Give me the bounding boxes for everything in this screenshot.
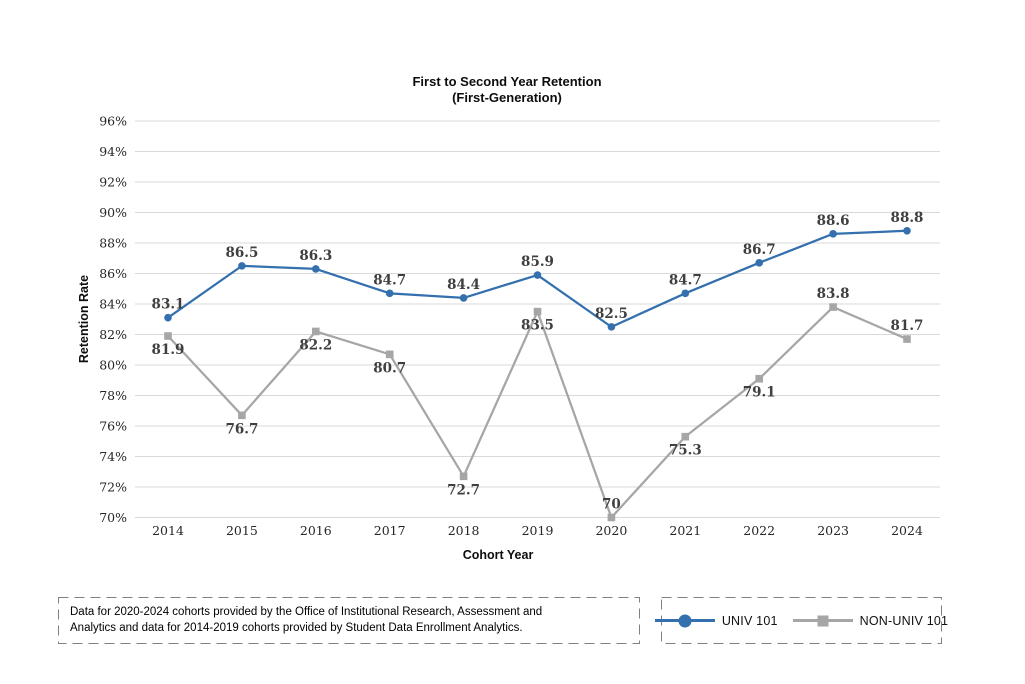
chart-title-line1: First to Second Year Retention xyxy=(412,74,602,89)
data-point-non-univ-101 xyxy=(385,350,394,359)
data-point-non-univ-101 xyxy=(312,327,320,336)
x-tick-label: 2021 xyxy=(669,523,701,538)
x-tick-label: 2022 xyxy=(743,523,775,538)
x-tick-label: 2018 xyxy=(448,523,480,538)
data-label-univ-101: 84.7 xyxy=(669,272,702,288)
data-point-univ-101 xyxy=(312,265,320,273)
data-label-univ-101: 83.1 xyxy=(152,297,185,313)
legend-label-univ-101: UNIV 101 xyxy=(721,613,778,628)
y-tick-label: 88% xyxy=(99,236,127,251)
data-label-univ-101: 88.6 xyxy=(817,213,850,229)
data-point-non-univ-101 xyxy=(459,472,468,481)
data-label-univ-101: 84.7 xyxy=(373,272,406,288)
legend-box: UNIV 101 NON-UNIV 101 xyxy=(654,597,948,644)
data-point-non-univ-101 xyxy=(238,411,246,420)
footnote-line1: Data for 2020-2024 cohorts provided by t… xyxy=(70,606,543,618)
data-point-univ-101 xyxy=(164,313,172,322)
chart-title: First to Second Year Retention (First-Ge… xyxy=(412,74,601,106)
data-label-univ-101: 85.9 xyxy=(521,254,554,270)
x-tick-label: 2020 xyxy=(595,523,627,538)
y-tick-label: 82% xyxy=(99,327,127,342)
x-tick-label: 2017 xyxy=(374,523,406,538)
legend-item-non-univ-101: NON-UNIV 101 xyxy=(792,613,949,628)
legend-square-marker-icon xyxy=(817,615,829,626)
y-tick-label: 96% xyxy=(99,114,127,129)
data-point-non-univ-101 xyxy=(607,513,616,522)
legend-line-sample-univ-101 xyxy=(654,614,715,627)
x-tick-label: 2024 xyxy=(891,523,923,538)
x-axis-title: Cohort Year xyxy=(462,548,534,562)
data-label-univ-101: 88.8 xyxy=(891,210,924,226)
data-label-non-univ-101: 81.9 xyxy=(152,342,185,358)
y-tick-label: 94% xyxy=(99,144,127,159)
y-tick-label: 92% xyxy=(99,175,127,190)
legend-circle-marker-icon xyxy=(678,614,692,627)
data-point-non-univ-101 xyxy=(755,374,763,383)
y-tick-label: 72% xyxy=(99,480,127,495)
data-label-univ-101: 86.5 xyxy=(225,245,258,261)
data-point-non-univ-101 xyxy=(681,432,690,441)
data-point-univ-101 xyxy=(238,262,246,270)
data-point-non-univ-101 xyxy=(903,335,911,343)
data-label-univ-101: 82.5 xyxy=(595,306,628,322)
y-axis-title: Retention Rate xyxy=(77,274,91,364)
data-point-univ-101 xyxy=(385,289,394,298)
data-label-univ-101: 84.4 xyxy=(447,277,480,293)
y-tick-label: 90% xyxy=(99,205,127,220)
legend: UNIV 101 NON-UNIV 101 xyxy=(654,597,948,644)
x-tick-label: 2019 xyxy=(522,523,554,538)
data-point-univ-101 xyxy=(533,271,542,279)
data-label-univ-101: 86.7 xyxy=(743,242,776,258)
data-point-non-univ-101 xyxy=(533,307,542,316)
data-label-univ-101: 86.3 xyxy=(299,248,332,264)
footnote-box: Data for 2020-2024 cohorts provided by t… xyxy=(58,597,640,644)
y-tick-label: 80% xyxy=(99,358,127,373)
legend-item-univ-101: UNIV 101 xyxy=(654,613,778,628)
data-label-non-univ-101: 81.7 xyxy=(891,318,924,334)
y-tick-label: 78% xyxy=(99,388,127,403)
chart-title-line2: (First-Generation) xyxy=(452,90,562,105)
series-line-non-univ-101 xyxy=(167,305,908,519)
data-point-non-univ-101 xyxy=(829,303,837,311)
x-tick-label: 2016 xyxy=(300,523,332,538)
x-tick-label: 2014 xyxy=(152,523,184,538)
data-point-univ-101 xyxy=(903,227,911,235)
x-tick-label: 2015 xyxy=(226,523,258,538)
data-point-univ-101 xyxy=(681,289,690,298)
data-label-non-univ-101: 83.8 xyxy=(817,286,850,302)
data-point-univ-101 xyxy=(829,230,837,238)
y-tick-label: 70% xyxy=(99,510,127,525)
data-label-non-univ-101: 83.5 xyxy=(521,318,554,334)
data-label-non-univ-101: 79.1 xyxy=(743,385,776,401)
data-point-univ-101 xyxy=(607,323,616,331)
y-tick-label: 74% xyxy=(99,449,127,464)
x-tick-label: 2023 xyxy=(817,523,849,538)
data-label-non-univ-101: 80.7 xyxy=(373,360,406,376)
y-tick-label: 84% xyxy=(99,297,127,312)
footnote-line2: Analytics and data for 2014-2019 cohorts… xyxy=(70,622,523,634)
y-tick-label: 86% xyxy=(99,266,127,281)
data-label-non-univ-101: 72.7 xyxy=(447,482,480,498)
footnote-text: Data for 2020-2024 cohorts provided by t… xyxy=(70,604,630,636)
data-label-non-univ-101: 76.7 xyxy=(225,421,258,437)
data-label-non-univ-101: 70 xyxy=(602,497,621,513)
data-point-univ-101 xyxy=(459,294,468,302)
footnote-box-border xyxy=(58,597,640,644)
data-point-univ-101 xyxy=(755,259,763,267)
data-point-non-univ-101 xyxy=(164,332,172,340)
legend-label-non-univ-101: NON-UNIV 101 xyxy=(859,613,949,628)
data-label-non-univ-101: 75.3 xyxy=(669,443,702,459)
legend-line-sample-non-univ-101 xyxy=(792,615,853,626)
y-tick-label: 76% xyxy=(99,419,127,434)
data-label-non-univ-101: 82.2 xyxy=(299,337,332,353)
